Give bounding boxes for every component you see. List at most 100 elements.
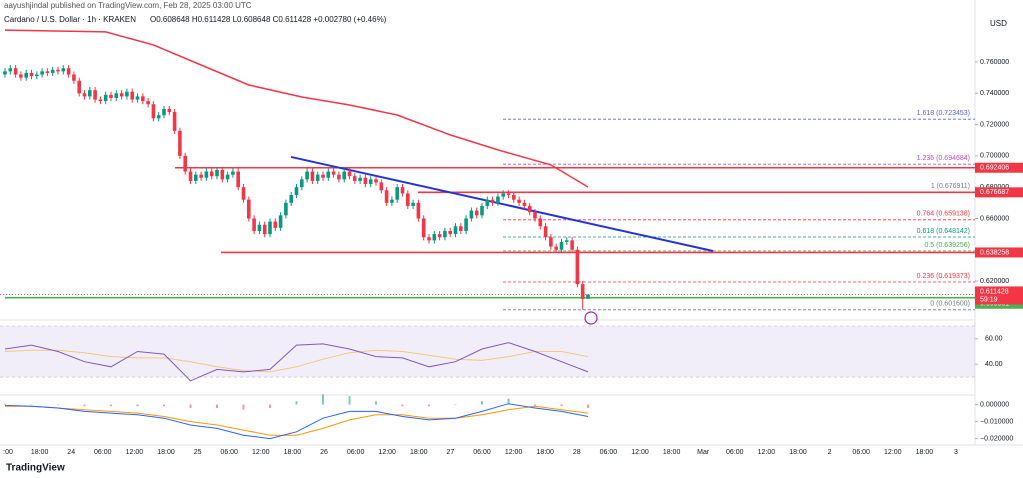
y-tick-label: 0.720000 <box>980 121 1009 128</box>
x-tick-label: 12:00 <box>631 449 649 456</box>
candle-body <box>538 218 543 227</box>
macd-histogram <box>163 404 165 407</box>
candle-body <box>13 68 18 75</box>
macd-histogram <box>481 401 483 405</box>
macd-histogram <box>189 404 192 408</box>
price-badge <box>975 247 1023 258</box>
macd-histogram <box>428 404 430 407</box>
candle-body <box>162 108 166 116</box>
candle-body <box>437 234 442 238</box>
candle-body <box>135 96 140 100</box>
candle-body <box>231 171 235 175</box>
candle-body <box>284 202 288 216</box>
x-tick-label: 26 <box>320 449 328 456</box>
macd-histogram <box>83 404 86 407</box>
fib-label: 1 (0.676911) <box>931 183 970 190</box>
candle-body <box>321 174 325 178</box>
candle-body <box>294 187 299 195</box>
x-tick-label: 06:00 <box>220 449 238 456</box>
countdown: 59:19 <box>980 296 998 303</box>
candle-body <box>512 194 516 200</box>
candle-body <box>570 240 574 250</box>
candle-body <box>156 115 161 119</box>
candle-body <box>368 179 373 185</box>
candle-body <box>172 112 177 131</box>
candle-body <box>247 199 251 219</box>
macd-histogram <box>534 404 536 407</box>
price-badge <box>975 187 1023 198</box>
price-badge-label: 0.676687 <box>980 189 1009 196</box>
x-tick-label: 18:00 <box>916 449 934 456</box>
candle-body <box>35 74 39 77</box>
candle-body <box>8 68 13 72</box>
candle-body <box>586 294 590 299</box>
macd-histogram <box>454 404 457 406</box>
rsi-tick-label: 40.00 <box>985 361 1003 368</box>
event-icon <box>584 311 598 325</box>
last-price-badge <box>975 286 1023 305</box>
x-tick-label: 06:00 <box>600 449 618 456</box>
candle-body <box>490 199 495 203</box>
candle-body <box>225 174 230 180</box>
candle-body <box>517 199 521 203</box>
candle-body <box>119 93 124 97</box>
candle-body <box>406 193 410 206</box>
candle-body <box>215 169 219 177</box>
macd-histogram <box>560 404 563 407</box>
candle-body <box>236 171 240 188</box>
candle-body <box>141 96 145 102</box>
x-tick-label: 24 <box>67 449 75 456</box>
candle-body <box>125 91 129 97</box>
candle-body <box>337 174 341 180</box>
fib-label: 1.618 (0.723453) <box>917 110 970 117</box>
candle-body <box>390 199 394 203</box>
candle-body <box>300 179 304 188</box>
currency: USD <box>990 19 1007 28</box>
candle-body <box>453 226 458 235</box>
macd-signal <box>5 405 589 436</box>
candle-body <box>40 71 44 75</box>
macd-histogram <box>57 404 59 406</box>
x-tick-label: 18:00 <box>284 449 302 456</box>
candle-body <box>167 108 172 113</box>
candle-body <box>464 218 468 231</box>
candle-body <box>469 210 474 219</box>
published-note: aayushjindal published on TradingView.co… <box>4 1 252 10</box>
candle-body <box>183 155 187 172</box>
fib-label: 0.764 (0.659138) <box>917 211 970 218</box>
y-tick-label: 0.620000 <box>980 278 1009 285</box>
candle-body <box>416 202 421 219</box>
candle-body <box>273 221 278 228</box>
x-tick-label: 18:00 <box>536 449 554 456</box>
candle-body <box>363 177 368 185</box>
candle-body <box>56 69 60 72</box>
candle-body <box>459 226 463 231</box>
candle-body <box>146 101 150 105</box>
x-tick-label: 3 <box>954 449 958 456</box>
candle-body <box>347 171 352 177</box>
candle-body <box>485 199 490 206</box>
x-tick-label: 18:00 <box>789 449 807 456</box>
candle-body <box>61 68 66 72</box>
candle-body <box>384 190 389 203</box>
candle-body <box>448 230 452 235</box>
x-tick-label: 18:00 <box>410 449 428 456</box>
x-tick-label: 2 <box>828 449 832 456</box>
macd-histogram <box>401 404 404 407</box>
y-tick-label: 0.660000 <box>980 215 1009 222</box>
candle-body <box>474 210 479 216</box>
macd-histogram <box>110 404 112 407</box>
candle-body <box>19 74 23 78</box>
candle-body <box>549 237 553 247</box>
candle-body <box>501 193 505 197</box>
macd-histogram <box>242 404 245 410</box>
candle-body <box>278 215 283 228</box>
macd-histogram <box>348 396 351 405</box>
macd-tick-label: 0.000000 <box>980 401 1009 408</box>
moving-average <box>4 29 589 188</box>
candle-body <box>427 237 431 241</box>
candle-body <box>543 226 548 238</box>
macd-histogram <box>216 404 218 408</box>
y-tick-label: 0.700000 <box>980 153 1009 160</box>
